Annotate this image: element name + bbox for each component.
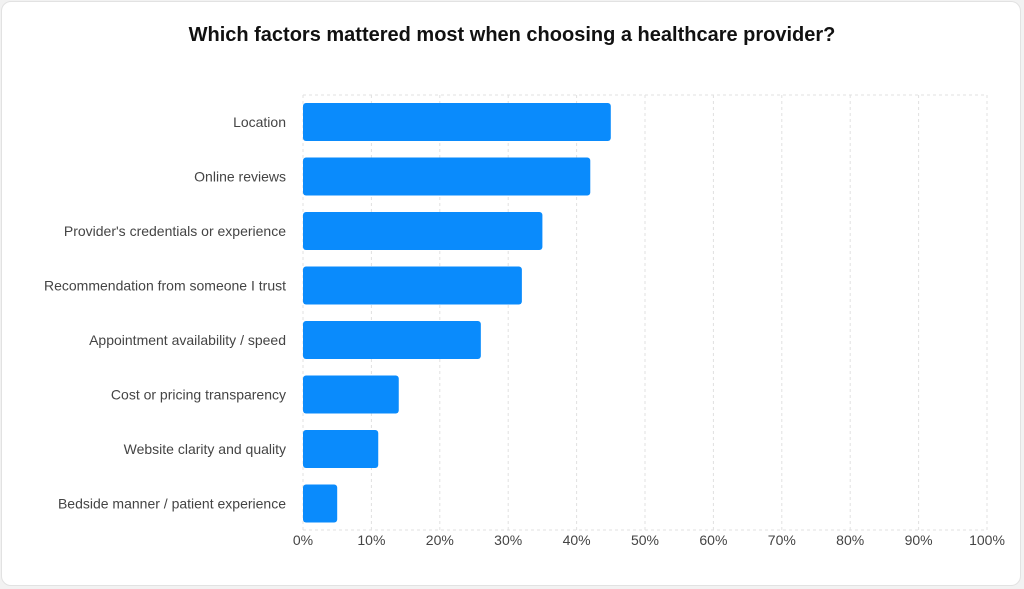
x-tick-label: 20%: [426, 532, 454, 548]
category-label: Recommendation from someone I trust: [44, 278, 286, 294]
x-tick-label: 40%: [563, 532, 591, 548]
category-label: Appointment availability / speed: [89, 332, 286, 348]
category-label: Location: [233, 114, 286, 130]
x-tick-label: 60%: [699, 532, 727, 548]
x-tick-label: 100%: [969, 532, 1005, 548]
x-tick-label: 90%: [905, 532, 933, 548]
bar: [303, 103, 611, 141]
x-tick-label: 80%: [836, 532, 864, 548]
bar: [303, 321, 481, 359]
chart-title: Which factors mattered most when choosin…: [188, 24, 836, 46]
category-label: Provider's credentials or experience: [64, 223, 286, 239]
bar: [303, 212, 543, 250]
bar: [303, 375, 399, 414]
bar: [303, 430, 379, 468]
x-tick-label: 0%: [293, 532, 313, 548]
x-tick-label: 50%: [631, 532, 659, 548]
bar: [303, 266, 522, 305]
bar: [303, 157, 591, 196]
category-label: Website clarity and quality: [124, 441, 286, 457]
category-labels: Location Online reviews Provider's credent…: [44, 114, 286, 512]
bar: [303, 484, 338, 523]
x-tick-label: 10%: [357, 532, 385, 548]
x-tick-label: 70%: [768, 532, 796, 548]
x-tick-label: 30%: [494, 532, 522, 548]
category-label: Online reviews: [194, 169, 286, 185]
x-axis-ticks: 0% 10% 20% 30% 40% 50% 60% 70% 80% 90% 100%: [293, 532, 1005, 548]
category-label: Cost or pricing transparency: [111, 387, 286, 403]
category-label: Bedside manner / patient experience: [58, 496, 286, 512]
bars: [303, 103, 611, 523]
